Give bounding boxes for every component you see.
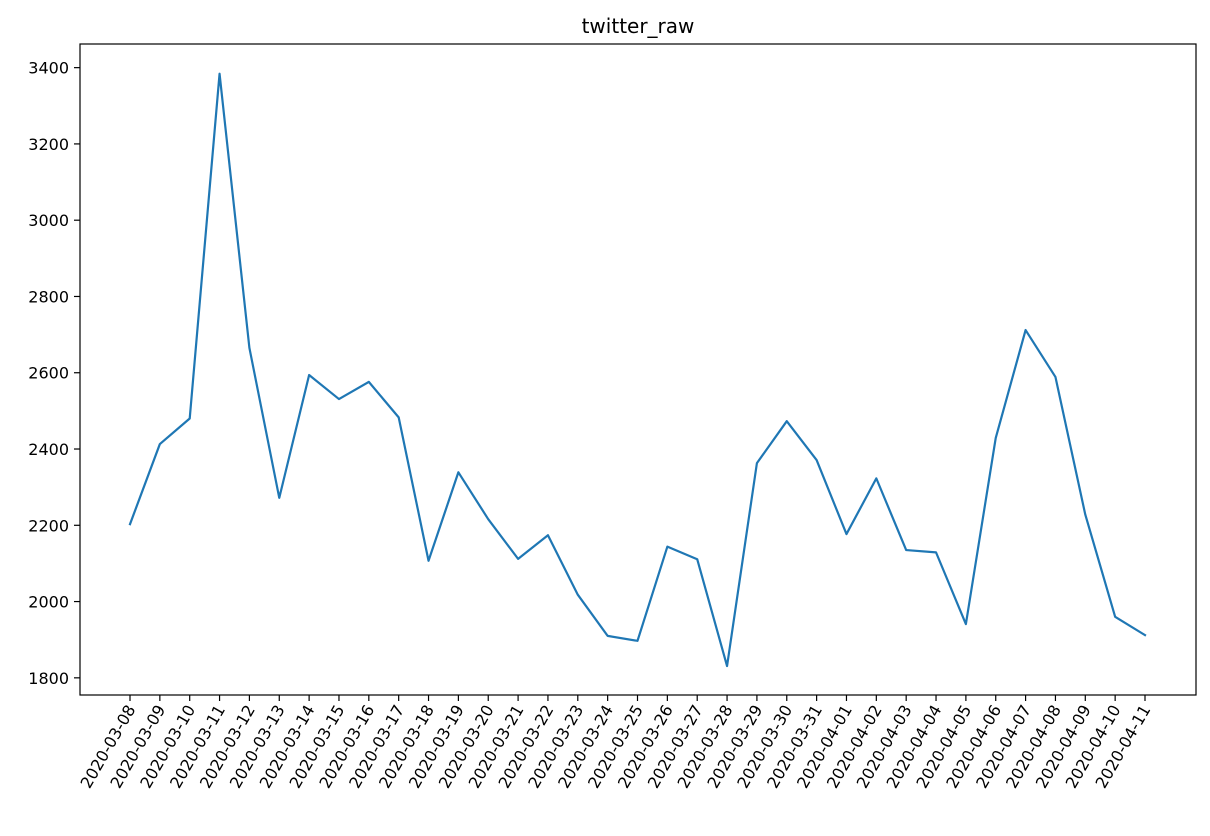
y-tick-label: 2600 <box>28 364 69 383</box>
y-tick-label: 3200 <box>28 135 69 154</box>
y-tick-label: 2200 <box>28 516 69 535</box>
y-tick-label: 1800 <box>28 669 69 688</box>
y-tick-label: 3000 <box>28 211 69 230</box>
plot-area: 1800200022002400260028003000320034002020… <box>28 43 1197 792</box>
chart-title: twitter_raw <box>582 14 695 38</box>
y-tick-label: 3400 <box>28 59 69 78</box>
y-tick-label: 2000 <box>28 593 69 612</box>
y-tick-label: 2800 <box>28 287 69 306</box>
axes-frame <box>79 43 1197 696</box>
series-line <box>128 72 1147 668</box>
y-tick-label: 2400 <box>28 440 69 459</box>
